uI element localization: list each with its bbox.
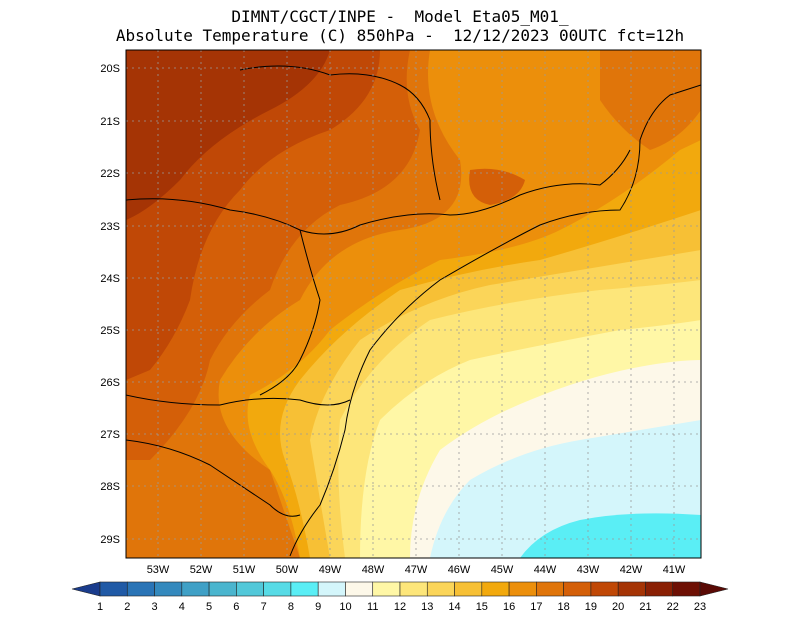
colorbar-swatch [590, 581, 619, 597]
state-border-1 [126, 149, 631, 235]
colorbar-lower-arrow [71, 581, 101, 597]
lon-label: 47W [405, 564, 428, 576]
colorbar-swatch [154, 581, 183, 597]
lon-label: 53W [147, 564, 170, 576]
colorbar-swatch [317, 581, 346, 597]
colorbar-upper-arrow [699, 581, 729, 597]
colorbar: 1 2 3 4 5 6 7 8 9 10 11 12 13 14 15 16 17 18 19 20 21 22 23 [71, 581, 729, 613]
colorbar-swatch [426, 581, 455, 597]
colorbar-swatch [126, 581, 155, 597]
colorbar-label: 8 [288, 601, 294, 613]
lat-label: 22S [100, 168, 120, 180]
colorbar-label: 16 [503, 601, 515, 613]
colorbar-swatch [99, 581, 128, 597]
state-border-2 [126, 394, 351, 406]
colorbar-label: 1 [97, 601, 103, 613]
coastline-and-borders [126, 65, 701, 557]
temp-band-19-east [469, 168, 525, 205]
colorbar-label: 14 [448, 601, 460, 613]
lat-label: 26S [100, 377, 120, 389]
colorbar-swatch [208, 581, 237, 597]
colorbar-label: 5 [206, 601, 212, 613]
lon-label: 48W [362, 564, 385, 576]
colorbar-swatch [181, 581, 210, 597]
lat-label: 25S [100, 325, 120, 337]
colorbar-label: 6 [233, 601, 239, 613]
lat-label: 28S [100, 481, 120, 493]
colorbar-label: 9 [315, 601, 321, 613]
colorbar-swatch [290, 581, 319, 597]
colorbar-label: 11 [367, 601, 378, 613]
colorbar-label: 15 [476, 601, 488, 613]
coastline [289, 84, 701, 557]
lat-label: 29S [100, 534, 120, 546]
temp-band-18-east [600, 50, 701, 150]
colorbar-label: 13 [421, 601, 433, 613]
colorbar-label: 19 [585, 601, 597, 613]
colorbar-swatch [399, 581, 428, 597]
colorbar-label: 23 [694, 601, 706, 613]
colorbar-swatch [481, 581, 510, 597]
colorbar-label: 17 [530, 601, 542, 613]
colorbar-label: 22 [667, 601, 679, 613]
lat-label: 21S [100, 116, 120, 128]
map-title-line1: DIMNT/CGCT/INPE - Model Eta05_M01_ [231, 7, 569, 26]
colorbar-label: 21 [639, 601, 651, 613]
state-border-5 [259, 229, 321, 396]
state-border-3 [126, 439, 301, 517]
colorbar-label: 2 [124, 601, 130, 613]
lat-label: 20S [100, 63, 120, 75]
colorbar-swatch [617, 581, 646, 597]
colorbar-label: 18 [558, 601, 570, 613]
lon-label: 43W [577, 564, 600, 576]
colorbar-swatch [508, 581, 537, 597]
lat-label: 24S [100, 273, 120, 285]
lon-label: 45W [491, 564, 514, 576]
colorbar-label: 3 [151, 601, 157, 613]
temp-band-21 [126, 50, 330, 220]
colorbar-label: 10 [339, 601, 351, 613]
colorbar-swatch [536, 581, 564, 597]
map-frame [125, 49, 702, 559]
lat-label: 23S [100, 221, 120, 233]
colorbar-label: 7 [261, 601, 267, 613]
lon-label: 50W [276, 564, 299, 576]
colorbar-label: 12 [394, 601, 406, 613]
lon-label: 46W [448, 564, 471, 576]
colorbar-swatch [454, 581, 483, 597]
lon-axis: 53W 52W 51W 50W 49W 48W 47W 46W 45W 44W … [147, 564, 686, 576]
colorbar-swatch [345, 581, 374, 597]
colorbar-label: 4 [179, 601, 185, 613]
colorbar-label: 20 [612, 601, 624, 613]
temp-band-9 [520, 513, 701, 558]
colorbar-swatch [563, 581, 592, 597]
lat-axis: 20S 21S 22S 23S 24S 25S 26S 27S 28S 29S [100, 63, 120, 546]
lat-label: 27S [100, 429, 120, 441]
lon-label: 41W [663, 564, 686, 576]
temperature-field [126, 50, 701, 558]
lon-label: 51W [233, 564, 256, 576]
lon-label: 52W [190, 564, 213, 576]
lon-label: 49W [319, 564, 342, 576]
lon-label: 42W [620, 564, 643, 576]
map-title-line2: Absolute Temperature (C) 850hPa - 12/12/… [115, 26, 685, 45]
lat-lon-grid [126, 50, 701, 558]
colorbar-swatch [372, 581, 401, 597]
colorbar-swatch [263, 581, 292, 597]
colorbar-swatch [645, 581, 674, 597]
colorbar-swatch [672, 581, 701, 597]
colorbar-swatch [236, 581, 264, 597]
lon-label: 44W [534, 564, 557, 576]
